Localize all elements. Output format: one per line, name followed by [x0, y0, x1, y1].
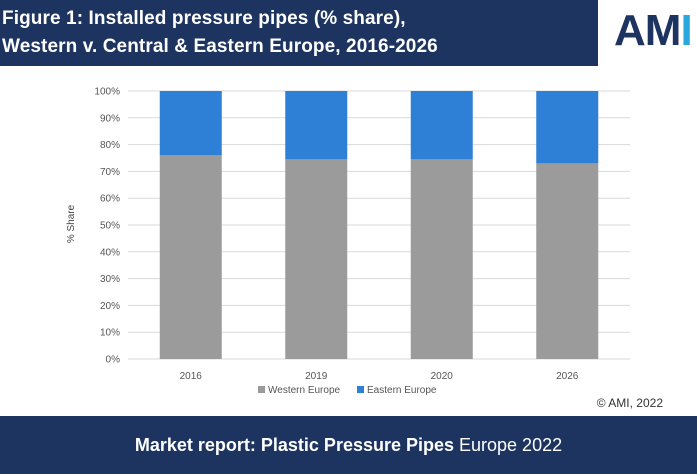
bar-western-europe-2016 — [159, 155, 222, 359]
legend-label: Western Europe — [268, 385, 341, 396]
y-tick-label: 0% — [106, 355, 121, 366]
bar-eastern-europe-2026 — [536, 91, 599, 164]
y-tick-label: 80% — [100, 140, 120, 151]
legend-label: Eastern Europe — [367, 385, 437, 396]
y-tick-label: 50% — [100, 221, 120, 232]
bar-eastern-europe-2020 — [410, 91, 473, 160]
y-axis-label: % Share — [66, 204, 77, 243]
bar-western-europe-2020 — [410, 159, 473, 359]
y-tick-label: 20% — [100, 301, 120, 312]
x-tick-label: 2019 — [305, 371, 328, 382]
bar-eastern-europe-2019 — [285, 91, 348, 160]
y-tick-label: 10% — [100, 328, 120, 339]
y-tick-label: 40% — [100, 247, 120, 258]
y-tick-label: 100% — [94, 87, 120, 98]
chart-title-line-1: Figure 1: Installed pressure pipes (% sh… — [2, 8, 406, 29]
stacked-bar-chart: 0% 10% 20% 30% 40% 50% 60% 70% 80% 90% 100% 2016 20… — [66, 87, 630, 396]
footer-text: Market report: Plastic Pressure Pipes Eu… — [0, 435, 697, 456]
footer-report-name: Market report: Plastic Pressure Pipes — [134, 435, 455, 455]
footer-banner: Market report: Plastic Pressure Pipes Eu… — [0, 416, 697, 474]
title-banner: Figure 1: Installed pressure pipes (% sh… — [0, 0, 598, 66]
y-tick-label: 70% — [100, 167, 120, 178]
legend-swatch — [357, 386, 364, 393]
logo-text: AM — [614, 6, 681, 55]
ami-logo: AMI — [614, 6, 693, 56]
bar-western-europe-2026 — [536, 163, 599, 359]
footer-report-edition: Europe 2022 — [454, 435, 563, 455]
legend-swatch — [258, 386, 265, 393]
y-tick-label: 60% — [100, 194, 120, 205]
bar-western-europe-2019 — [285, 159, 348, 359]
y-tick-label: 30% — [100, 274, 120, 285]
y-tick-label: 90% — [100, 113, 120, 124]
x-tick-label: 2016 — [180, 371, 203, 382]
copyright-note: © AMI, 2022 — [596, 396, 663, 410]
bar-eastern-europe-2016 — [159, 91, 222, 156]
x-tick-label: 2020 — [431, 371, 454, 382]
chart-title-line-2: Western v. Central & Eastern Europe, 201… — [2, 36, 438, 57]
x-tick-label: 2026 — [556, 371, 579, 382]
legend: Western Europe Eastern Europe — [258, 385, 437, 396]
logo-accent-letter: I — [680, 6, 692, 55]
